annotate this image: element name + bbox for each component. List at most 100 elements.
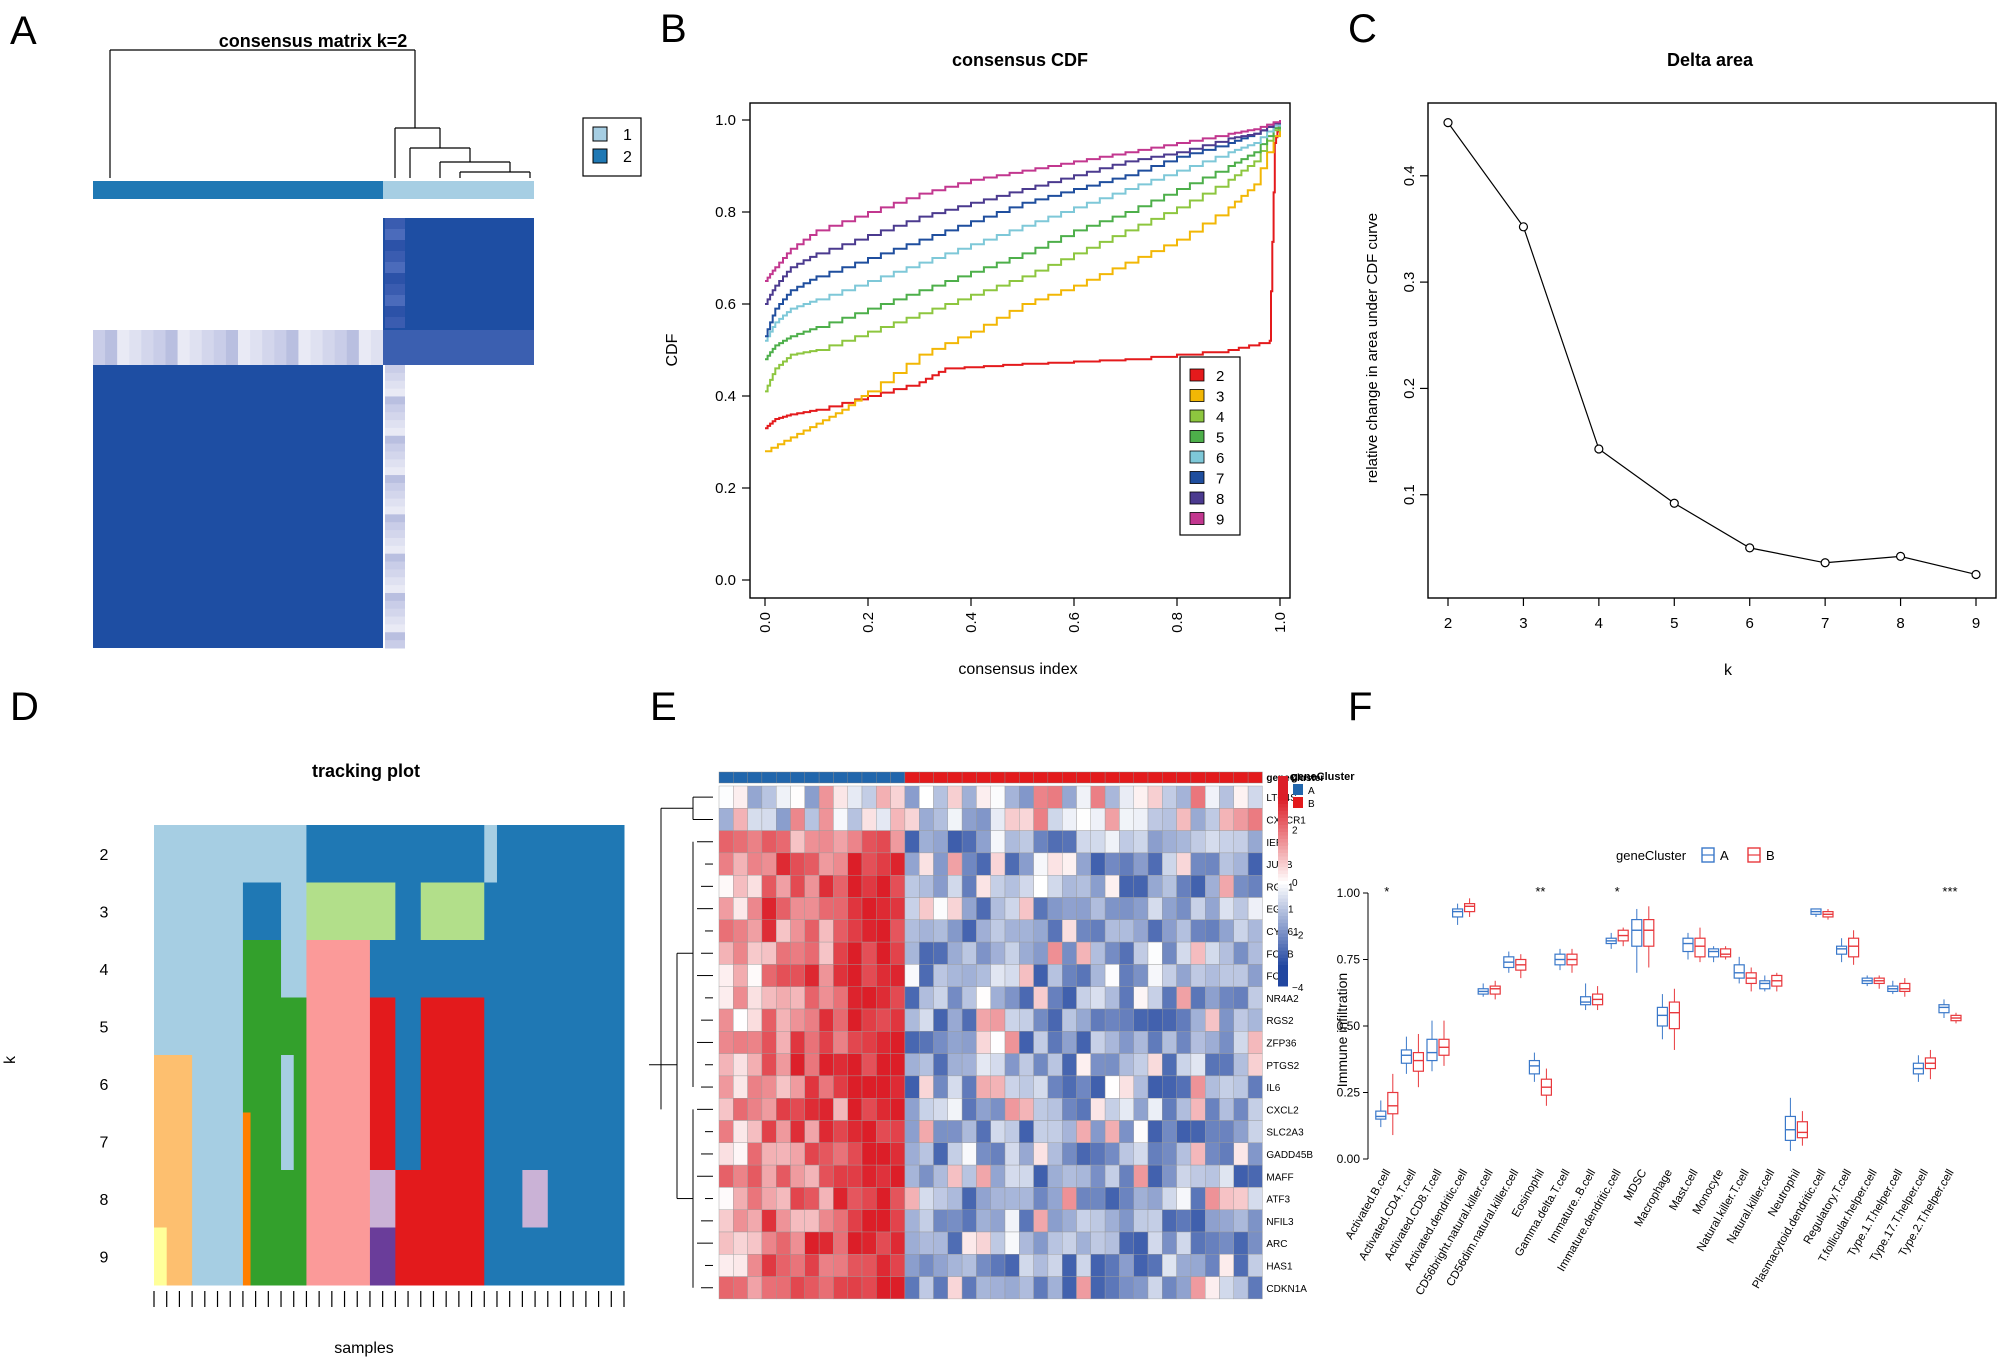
heatmap-cell: [1076, 808, 1092, 831]
heatmap-cell: [790, 1031, 806, 1054]
heatmap-cell: [1104, 897, 1120, 920]
heatmap-cell: [990, 830, 1006, 854]
tracking-cell-k9: [242, 1227, 252, 1286]
heatmap-cell: [833, 808, 848, 831]
heatmap-cell: [1019, 1075, 1034, 1099]
heatmap-cell: [1219, 1075, 1235, 1099]
heatmap-cell: [1176, 1209, 1192, 1233]
heatmap-cell: [1204, 897, 1220, 920]
tracking-cell-k7: [306, 1112, 371, 1171]
heatmap-cell: [1047, 1120, 1063, 1143]
heatmap-cell: [1162, 986, 1177, 1010]
heatmap-cell: [1190, 1053, 1206, 1077]
heatmap-cell: [1247, 1187, 1263, 1210]
tracking-cell-k6: [369, 1055, 396, 1113]
heatmap-cell: [733, 964, 748, 987]
tracking-cell-k9: [192, 1227, 244, 1286]
heatmap-colorscale-step: [1278, 968, 1288, 973]
heatmap-cell: [1147, 986, 1163, 1010]
heatmap-cell: [776, 1097, 791, 1121]
heatmap-gene-label: CXCL2: [1266, 1105, 1299, 1116]
heatmap-cell: [990, 1120, 1006, 1143]
cdf-legend-label-k4: 4: [1216, 409, 1224, 426]
heatmap-cell: [1047, 964, 1063, 987]
heatmap-cell: [847, 1075, 863, 1099]
heatmap-cell: [847, 785, 863, 809]
heatmap-colorscale-step: [1278, 888, 1288, 892]
heatmap-cell: [718, 1187, 734, 1210]
matrix-strip-cell: [385, 435, 405, 445]
heatmap-cell: [1162, 919, 1177, 943]
heatmap-cell: [933, 964, 949, 987]
heatmap-cell: [718, 964, 734, 987]
heatmap-cell: [1019, 964, 1034, 987]
heatmap-cell: [1047, 1075, 1063, 1099]
matrix-strip-cell: [385, 427, 405, 437]
legend-label-1: 1: [623, 127, 632, 144]
heatmap-cell: [919, 1164, 934, 1188]
matrix-band-cell: [238, 330, 251, 365]
matrix-strip-cell: [385, 616, 405, 625]
heatmap-cell: [718, 1120, 734, 1143]
heatmap-cell: [1190, 1231, 1206, 1255]
heatmap-cell: [1004, 941, 1020, 965]
boxplot-box-A: [1400, 1049, 1413, 1064]
heatmap-colorscale-step: [1278, 975, 1288, 980]
heatmap-colorscale-step: [1278, 867, 1288, 871]
heatmap-cell: [919, 986, 934, 1010]
heatmap-cell: [1004, 808, 1020, 831]
heatmap-cell: [776, 808, 791, 831]
cdf-y-tick-label: 0.0: [715, 572, 736, 589]
delta-area-xlabel: k: [1724, 662, 1733, 679]
heatmap-cell: [1204, 1209, 1220, 1233]
matrix-strip-cell: [385, 412, 405, 421]
heatmap-cell: [1204, 986, 1220, 1010]
heatmap-cell: [919, 1187, 934, 1210]
heatmap-cell: [1190, 1142, 1206, 1166]
tracking-cell-k3: [306, 882, 396, 941]
heatmap-cell: [876, 941, 891, 965]
heatmap-cell: [933, 830, 949, 854]
heatmap-cell: [976, 1008, 991, 1032]
heatmap-cell: [818, 1053, 834, 1077]
heatmap-cell: [861, 785, 877, 809]
cdf-legend-label-k2: 2: [1216, 368, 1224, 385]
heatmap-cell: [1133, 1276, 1149, 1300]
delta-area-title: Delta area: [1667, 50, 1754, 70]
heatmap-cell: [804, 1142, 820, 1166]
matrix-strip-cell: [385, 295, 405, 306]
heatmap-cell: [1190, 1164, 1206, 1188]
heatmap-cell: [1090, 897, 1106, 920]
heatmap-annotation-cell: [1061, 771, 1077, 784]
heatmap-cell: [961, 1008, 977, 1032]
heatmap-cell: [933, 919, 949, 943]
heatmap-cell: [847, 830, 863, 854]
heatmap-annotation-cell: [876, 771, 891, 784]
heatmap-cell: [890, 785, 906, 809]
heatmap-cell: [747, 1142, 763, 1166]
heatmap-cell: [847, 1120, 863, 1143]
heatmap-cell: [904, 964, 920, 987]
heatmap-cell: [733, 1187, 748, 1210]
heatmap-cell: [818, 1187, 834, 1210]
heatmap-cell: [947, 1008, 963, 1032]
heatmap-cell: [818, 808, 834, 831]
heatmap-cell: [961, 941, 977, 965]
heatmap-cell: [947, 1031, 963, 1054]
heatmap-cell: [1004, 897, 1020, 920]
heatmap-cell: [1133, 1254, 1149, 1277]
heatmap-cell: [1004, 830, 1020, 854]
boxplot-box-B: [1668, 1001, 1681, 1030]
heatmap-cell: [976, 897, 991, 920]
matrix-band-cell: [322, 330, 336, 365]
heatmap-cell: [890, 1164, 906, 1188]
heatmap-cell: [1076, 830, 1092, 854]
heatmap-cell: [1090, 919, 1106, 943]
heatmap-cell: [976, 1142, 991, 1166]
heatmap-cell: [1176, 830, 1192, 854]
heatmap-cell: [976, 964, 991, 987]
heatmap-cell: [718, 919, 734, 943]
heatmap-cell: [733, 1031, 748, 1054]
heatmap-cell: [1090, 808, 1106, 831]
heatmap-cell: [1219, 1231, 1235, 1255]
